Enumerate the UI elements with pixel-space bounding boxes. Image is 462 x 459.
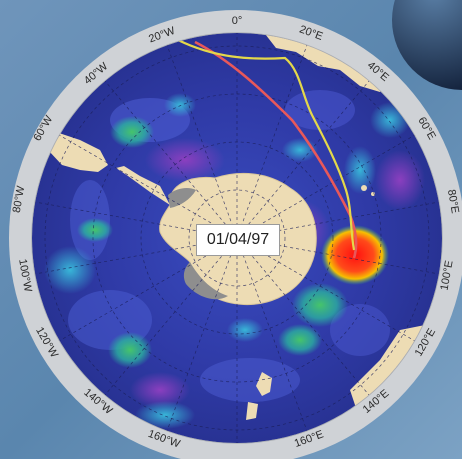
lon-label-100w: 100°W bbox=[16, 258, 34, 293]
new-zealand-land bbox=[256, 372, 272, 396]
ross-ice-shelf bbox=[183, 262, 228, 300]
lon-label-80w: 80°W bbox=[11, 185, 28, 214]
lon-label-80e: 80°E bbox=[445, 189, 461, 215]
south-america-land bbox=[48, 130, 108, 172]
lon-label-100e: 100°E bbox=[439, 260, 456, 292]
antarctic-peninsula bbox=[116, 166, 170, 205]
earth-globe-decoration bbox=[392, 0, 462, 90]
weddell-ice-shelf bbox=[168, 187, 196, 208]
africa-land bbox=[262, 33, 388, 92]
red-track-line bbox=[194, 40, 358, 259]
longitude-grid bbox=[34, 33, 440, 443]
lon-label-0: 0° bbox=[232, 15, 243, 27]
date-label: 01/04/97 bbox=[196, 224, 280, 256]
yellow-track-line bbox=[177, 39, 356, 251]
